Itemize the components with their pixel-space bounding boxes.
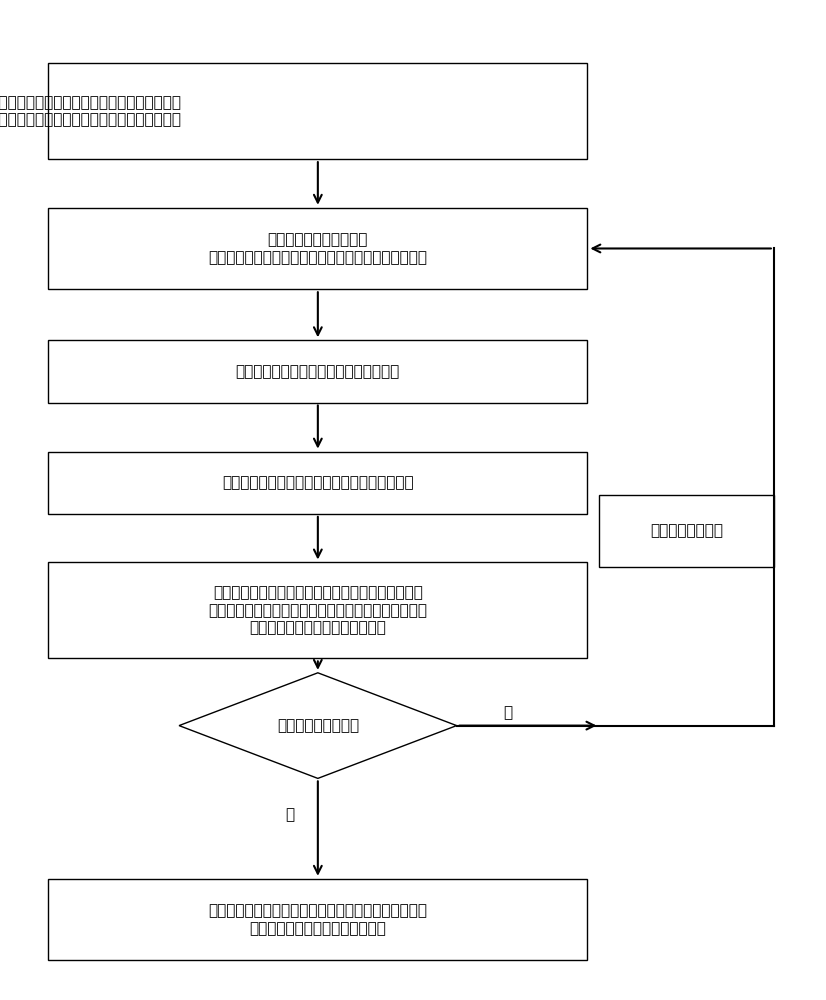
Bar: [48, 63, 587, 159]
Polygon shape: [179, 673, 457, 778]
Bar: [48, 452, 587, 514]
Text: 等待下次换电过程: 等待下次换电过程: [650, 523, 723, 538]
Text: 在动力电池箱投入运营前，进行均衡性检测，按照检测
结果对电池箱进行配组，并记录到电池成组信息数据库: 在动力电池箱投入运营前，进行均衡性检测，按照检测 结果对电池箱进行配组，并记录到…: [0, 95, 182, 127]
Text: 自动化动力电池箱更换设备执行换电操作，完成动力电
池在电动汽车和充电架之间的取放: 自动化动力电池箱更换设备执行换电操作，完成动力电 池在电动汽车和充电架之间的取放: [208, 903, 427, 936]
Bar: [48, 562, 587, 658]
Text: 否: 否: [504, 706, 513, 721]
Text: 动力电池箱成组策略的配置、优先级调整: 动力电池箱成组策略的配置、优先级调整: [235, 364, 400, 379]
Bar: [600, 495, 774, 567]
Text: 实时采集动力电池数据，
并对进行传输、分析、存储，存储到运行数据数据库中: 实时采集动力电池数据， 并对进行传输、分析、存储，存储到运行数据数据库中: [208, 232, 427, 265]
Bar: [48, 879, 587, 960]
Bar: [48, 340, 587, 403]
Bar: [48, 208, 587, 289]
Text: 动力电池箱成组自动选优调度模块接收到换电调度命
令，根据成组策略对电池箱进行最优成组，并向自动化
动力电池箱更换设备下发成组信息: 动力电池箱成组自动选优调度模块接收到换电调度命 令，根据成组策略对电池箱进行最优…: [208, 585, 427, 635]
Text: 形成最优成组电池箱: 形成最优成组电池箱: [277, 718, 359, 733]
Text: 查询成组策略及计算优先级、动力电池成组信息: 查询成组策略及计算优先级、动力电池成组信息: [222, 475, 414, 490]
Text: 是: 是: [286, 807, 295, 822]
